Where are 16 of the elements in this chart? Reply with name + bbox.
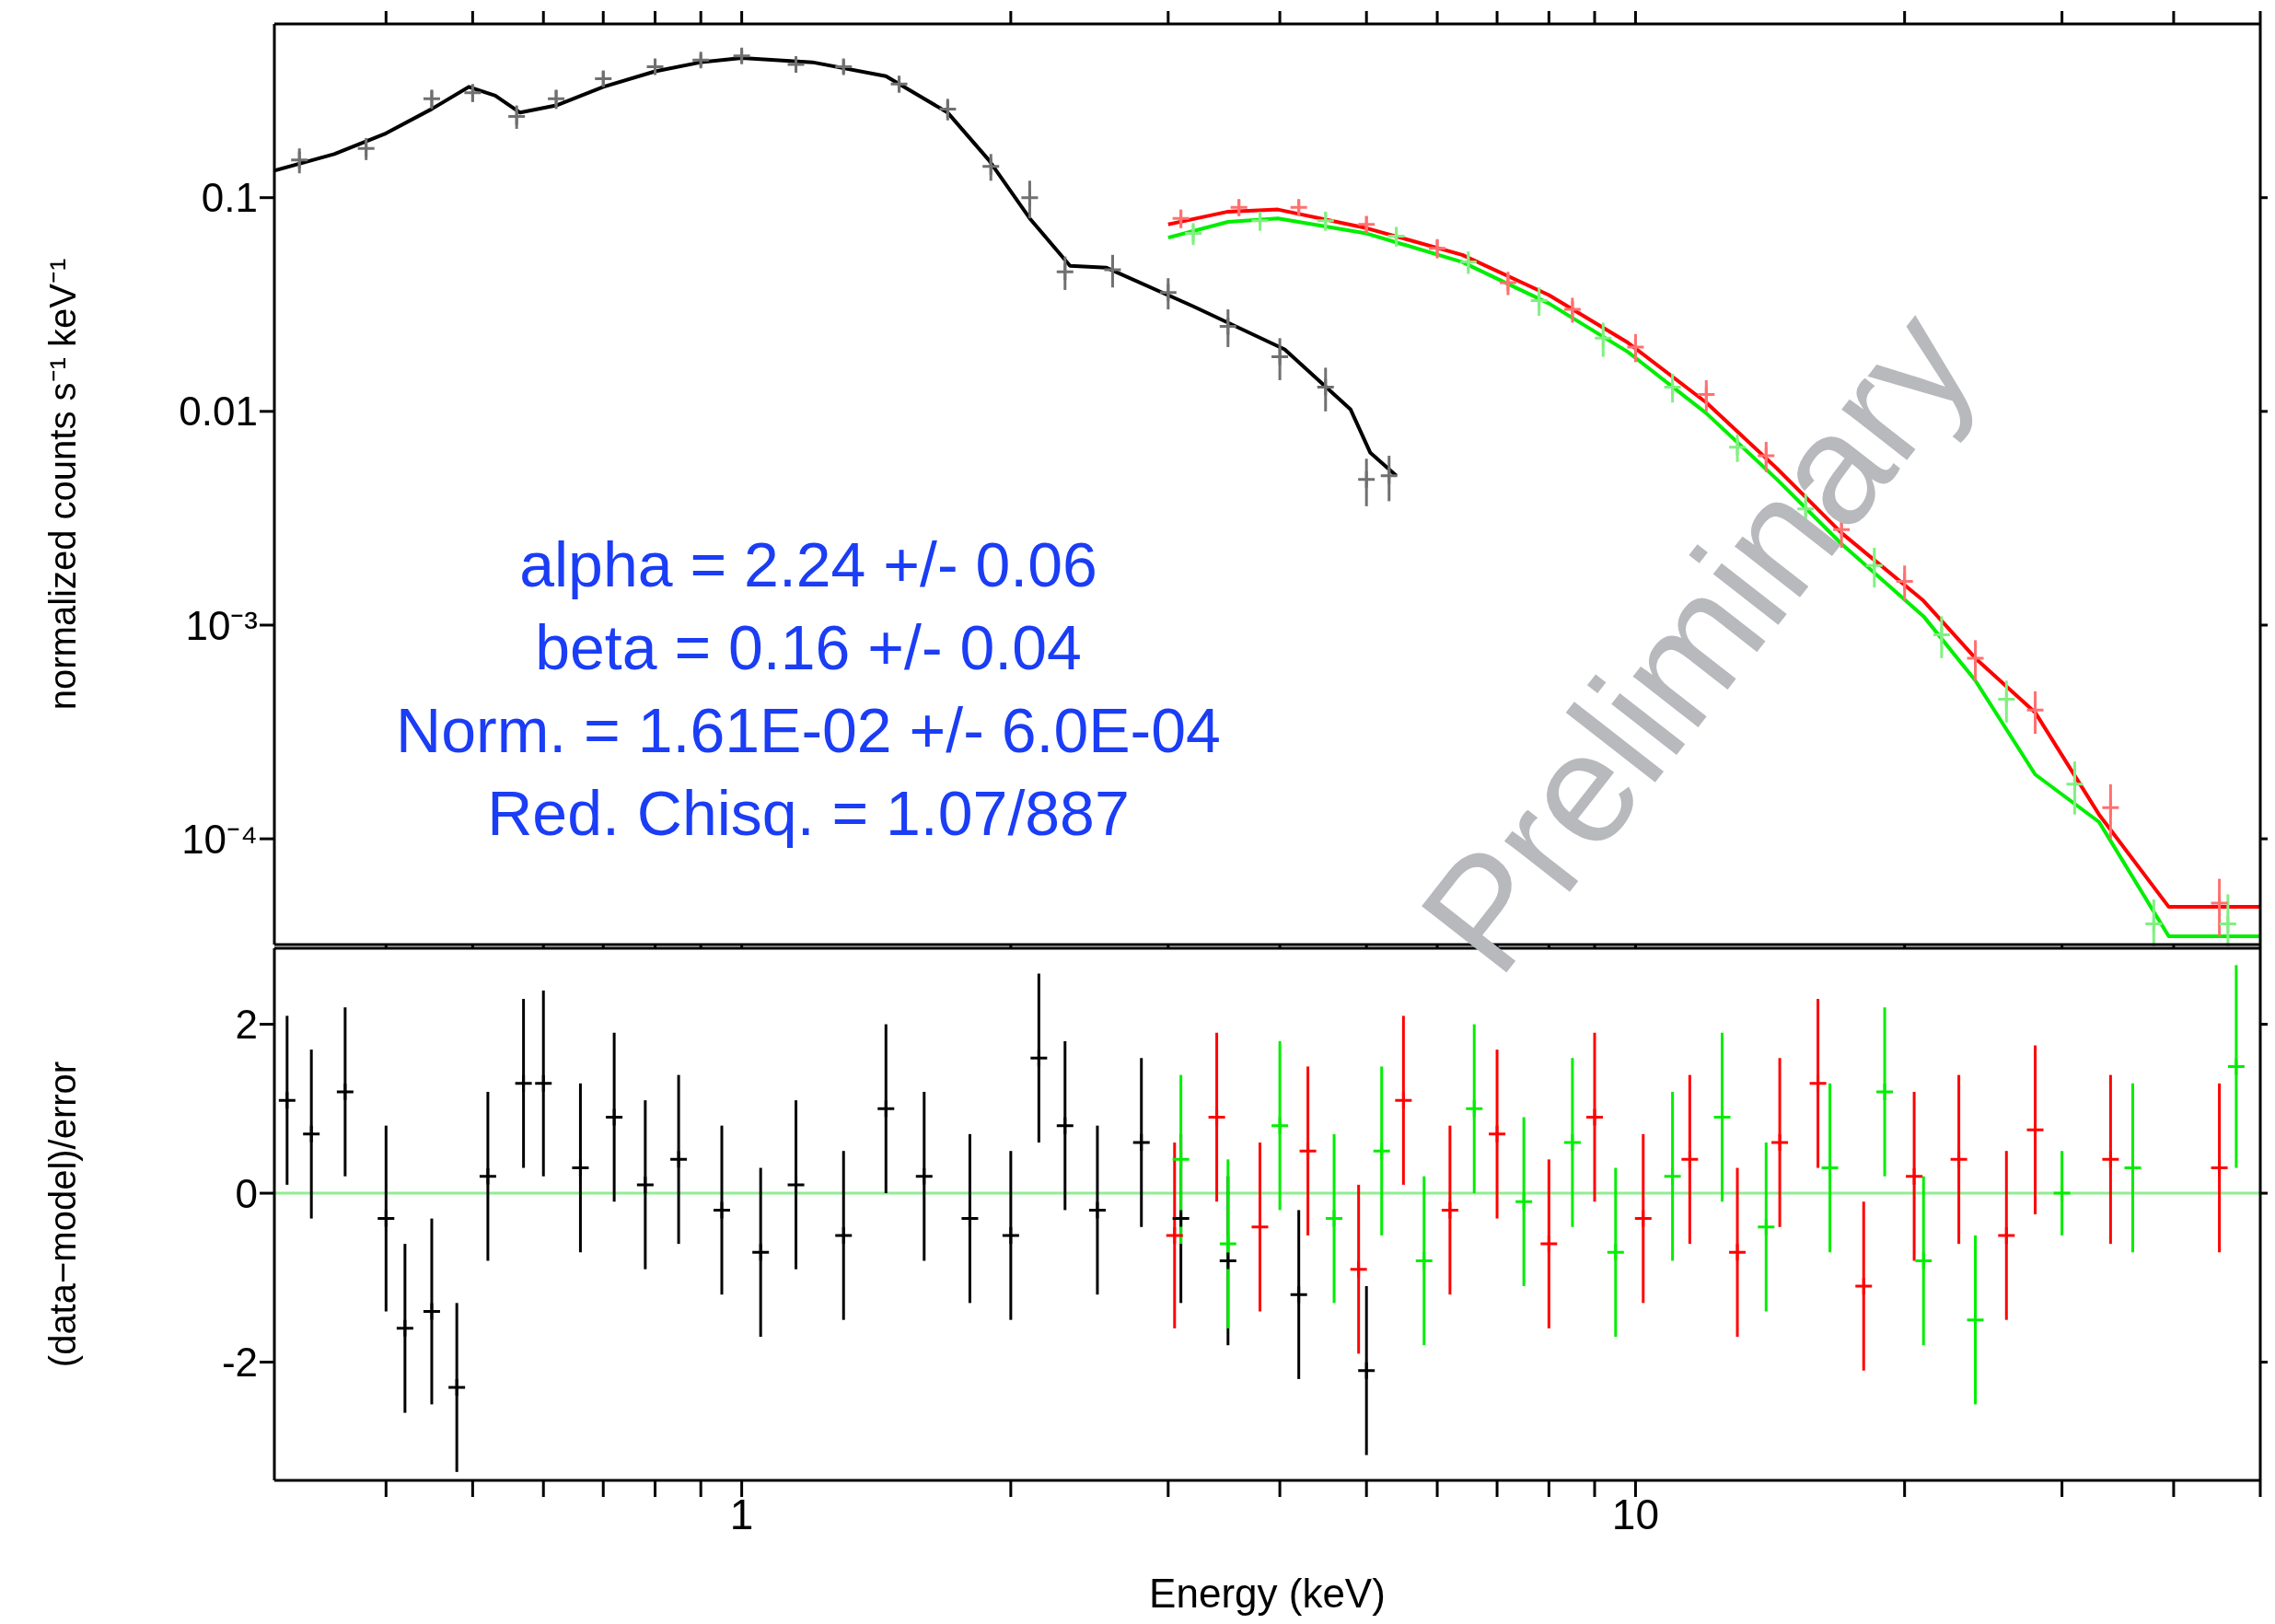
x-axis-title: Energy (keV)	[1149, 1571, 1386, 1616]
annotation: Red. Chisq. = 1.07/887	[486, 777, 1131, 850]
x-tick-label: 10	[1611, 1490, 1660, 1538]
y-tick-label: 0.1	[201, 175, 258, 221]
annotation: beta = 0.16 +/- 0.04	[534, 611, 1083, 684]
y-axis-title: (data−model)/error	[42, 1061, 84, 1368]
y-axis-title: normalized counts s⁻¹ keV⁻¹	[42, 258, 84, 711]
y-tick-label: 2	[235, 1002, 258, 1048]
y-tick-label: 0.01	[179, 389, 258, 435]
y-tick-label: 10⁻³	[185, 602, 258, 648]
y-tick-label: -2	[221, 1340, 258, 1386]
y-tick-label: 0	[235, 1170, 258, 1216]
annotation: Norm. = 1.61E-02 +/- 6.0E-04	[395, 694, 1222, 767]
annotation: alpha = 2.24 +/- 0.06	[518, 528, 1098, 601]
y-tick-label: 10⁻⁴	[181, 816, 258, 862]
x-tick-label: 1	[729, 1490, 754, 1538]
